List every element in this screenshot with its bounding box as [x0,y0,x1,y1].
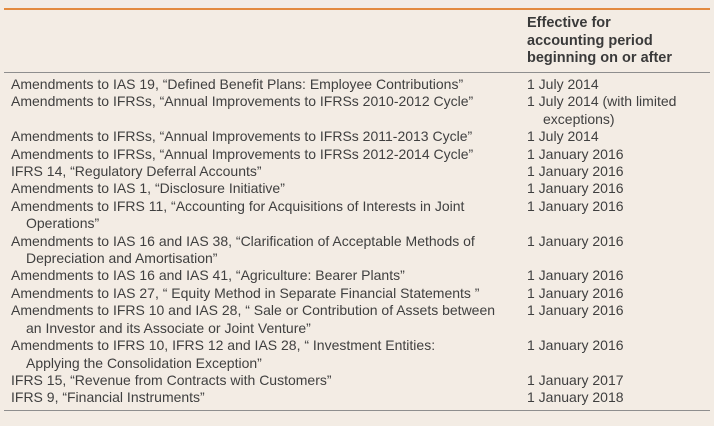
table-row: IFRS 15, “Revenue from Contracts with Cu… [11,372,711,389]
description-line: Amendments to IFRS 10 and IAS 28, “ Sale… [11,302,496,319]
date-line: 1 January 2016 [527,163,624,180]
effective-date: 1 January 2016 [527,198,707,233]
date-line: 1 January 2016 [527,284,624,301]
table-row: IFRS 9, “Financial Instruments” 1 January… [11,389,711,406]
standard-description: Amendments to IFRS 10, IFRS 12 and IAS 2… [11,337,527,372]
standard-description: Amendments to IFRSs, “Annual Improvement… [11,128,527,145]
effective-date: 1 January 2016 [527,146,707,163]
standard-description: IFRS 14, “Regulatory Deferral Accounts” [11,163,527,180]
header-line: beginning on or after [527,50,672,66]
bottom-rule [4,410,710,411]
description-line: Amendments to IFRSs, “Annual Improvement… [11,128,473,145]
effective-date: 1 January 2018 [527,389,707,406]
date-line: 1 January 2016 [527,145,624,162]
date-line: 1 January 2018 [527,389,624,406]
description-line: Applying the Consolidation Exception” [26,354,262,371]
table-row: Amendments to IFRSs, “Annual Improvement… [11,93,711,128]
table-row: Amendments to IFRS 10 and IAS 28, “ Sale… [11,302,711,337]
table-row: Amendments to IFRS 11, “Accounting for A… [11,198,711,233]
description-line: Amendments to IAS 16 and IAS 41, “Agricu… [11,267,405,284]
description-line: IFRS 9, “Financial Instruments” [11,389,205,406]
effective-date: 1 January 2016 [527,285,707,302]
standard-description: Amendments to IAS 16 and IAS 38, “Clarif… [11,233,527,268]
table-row: Amendments to IAS 27, “ Equity Method in… [11,285,711,302]
date-line: 1 January 2016 [527,180,624,197]
description-line: IFRS 15, “Revenue from Contracts with Cu… [11,371,332,388]
header-line: accounting period [527,32,653,49]
standard-description: IFRS 9, “Financial Instruments” [11,389,527,406]
standard-description: IFRS 15, “Revenue from Contracts with Cu… [11,372,527,389]
header-divider [4,72,710,73]
effective-date: 1 July 2014 [527,128,707,145]
description-line: Amendments to IFRSs, “Annual Improvement… [11,145,474,162]
effective-date: 1 July 2014 [527,76,707,93]
effective-date: 1 July 2014 (with limited exceptions) [527,93,707,128]
top-accent-rule [4,8,710,10]
table-row: Amendments to IFRS 10, IFRS 12 and IAS 2… [11,337,711,372]
standard-description: Amendments to IAS 27, “ Equity Method in… [11,285,527,302]
description-line: Amendments to IAS 1, “Disclosure Initiat… [11,180,285,197]
table-body: Amendments to IAS 19, “Defined Benefit P… [11,76,711,407]
date-line: 1 January 2016 [527,302,624,319]
table-row: Amendments to IAS 16 and IAS 38, “Clarif… [11,233,711,268]
table-row: Amendments to IAS 16 and IAS 41, “Agricu… [11,267,711,284]
table-row: Amendments to IAS 19, “Defined Benefit P… [11,76,711,93]
standard-description: Amendments to IFRSs, “Annual Improvement… [11,93,527,128]
table-row: Amendments to IAS 1, “Disclosure Initiat… [11,180,711,197]
effective-date: 1 January 2017 [527,372,707,389]
description-line: Amendments to IAS 16 and IAS 38, “Clarif… [11,232,475,249]
date-line: 1 January 2016 [527,197,624,214]
header-line: Effective for [527,15,611,31]
date-line: exceptions) [543,110,615,127]
standard-description: Amendments to IFRSs, “Annual Improvement… [11,146,527,163]
description-line: Amendments to IFRS 10, IFRS 12 and IAS 2… [11,337,436,354]
date-line: 1 January 2016 [527,232,624,249]
effective-date: 1 January 2016 [527,337,707,372]
description-line: Operations” [26,215,100,232]
table-row: Amendments to IFRSs, “Annual Improvement… [11,128,711,145]
description-line: Depreciation and Amortisation” [26,250,218,267]
date-line: 1 July 2014 (with limited [527,93,677,110]
effective-date: 1 January 2016 [527,180,707,197]
description-line: Amendments to IAS 19, “Defined Benefit P… [11,76,464,92]
table-row: Amendments to IFRSs, “Annual Improvement… [11,146,711,163]
date-line: 1 January 2016 [527,337,624,354]
standard-description: Amendments to IAS 16 and IAS 41, “Agricu… [11,267,527,284]
description-line: Amendments to IAS 27, “ Equity Method in… [11,284,480,301]
standard-description: Amendments to IAS 1, “Disclosure Initiat… [11,180,527,197]
date-line: 1 July 2014 [527,128,599,145]
standard-description: Amendments to IAS 19, “Defined Benefit P… [11,76,527,93]
description-line: an Investor and its Associate or Joint V… [26,319,311,336]
effective-date: 1 January 2016 [527,233,707,268]
description-line: Amendments to IFRS 11, “Accounting for A… [11,197,465,214]
date-line: 1 January 2016 [527,267,624,284]
effective-date: 1 January 2016 [527,302,707,337]
description-line: IFRS 14, “Regulatory Deferral Accounts” [11,163,262,180]
date-line: 1 January 2017 [527,371,624,388]
standard-description: Amendments to IFRS 10 and IAS 28, “ Sale… [11,302,527,337]
date-line: 1 July 2014 [527,76,599,92]
effective-date: 1 January 2016 [527,163,707,180]
description-line: Amendments to IFRSs, “Annual Improvement… [11,93,474,110]
column-header-effective-date: Effective for accounting period beginnin… [527,15,707,68]
effective-date: 1 January 2016 [527,267,707,284]
table-row: IFRS 14, “Regulatory Deferral Accounts” 1… [11,163,711,180]
standard-description: Amendments to IFRS 11, “Accounting for A… [11,198,527,233]
